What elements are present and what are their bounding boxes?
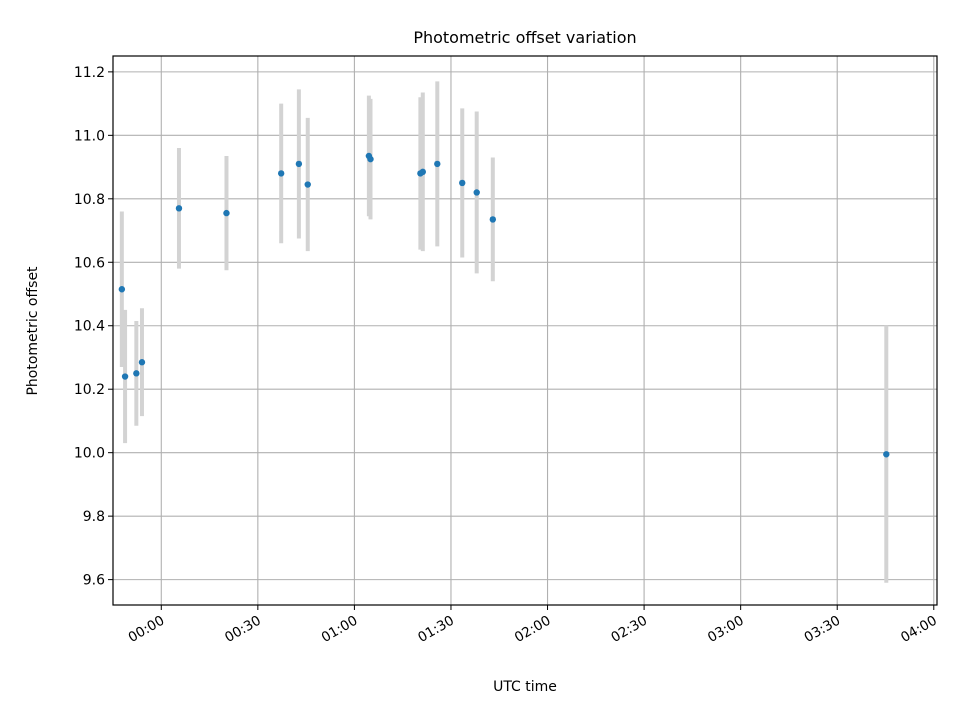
- data-points: [118, 152, 890, 458]
- data-point: [367, 155, 374, 163]
- data-point: [295, 160, 303, 168]
- data-point: [133, 370, 140, 377]
- data-point: [121, 373, 129, 380]
- y-tick-label: 11.0: [74, 128, 105, 144]
- data-point: [489, 216, 497, 223]
- y-tick-label: 10.4: [74, 319, 105, 335]
- data-point: [883, 451, 890, 458]
- plot-frame: [112, 55, 938, 606]
- y-tick-label: 10.8: [74, 192, 105, 208]
- y-tick-label: 9.8: [83, 509, 105, 525]
- data-point: [459, 179, 466, 187]
- data-point: [118, 286, 126, 293]
- y-axis-ticks: 9.6 9.8 10.0 10.2 10.4 10.6 10.8 11.0 11.2: [74, 65, 113, 589]
- data-point: [419, 168, 427, 176]
- chart-title: Photometric offset variation: [413, 28, 636, 47]
- y-tick-label: 9.6: [83, 573, 105, 589]
- data-point: [434, 160, 441, 168]
- y-axis-label: Photometric offset: [25, 266, 41, 396]
- grid: [113, 56, 937, 605]
- data-point: [138, 359, 146, 366]
- data-point: [304, 181, 311, 188]
- data-point: [175, 205, 183, 212]
- y-tick-label: 10.2: [74, 382, 105, 398]
- x-axis-label: UTC time: [493, 679, 557, 695]
- y-tick-label: 10.0: [74, 446, 105, 462]
- data-point: [473, 189, 480, 196]
- y-tick-label: 10.6: [74, 255, 105, 271]
- data-point: [277, 170, 285, 177]
- y-tick-label: 11.2: [74, 65, 105, 81]
- data-point: [223, 209, 230, 217]
